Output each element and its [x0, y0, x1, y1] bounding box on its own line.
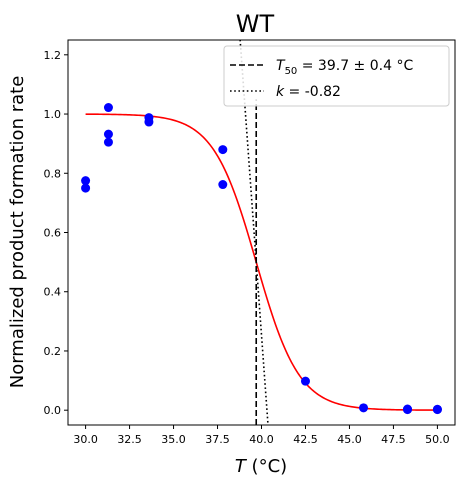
legend-t50-var: T — [276, 58, 286, 74]
x-tick-label: 40.0 — [249, 433, 274, 446]
y-tick-label: 1.0 — [44, 108, 62, 121]
data-point — [103, 129, 113, 139]
data-point — [218, 180, 228, 190]
legend-label-k: k = -0.82 — [276, 84, 341, 100]
data-point — [359, 403, 369, 413]
x-tick-label: 42.5 — [293, 433, 318, 446]
chart-title: WT — [236, 10, 275, 38]
x-tick-label: 37.5 — [205, 433, 230, 446]
legend-t50-sub: 50 — [285, 66, 298, 77]
x-axis-label-var: T — [235, 456, 248, 477]
y-tick-label: 1.2 — [44, 49, 62, 62]
data-point — [81, 183, 91, 193]
data-point — [300, 376, 310, 386]
x-axis-label-unit: (°C) — [246, 456, 287, 477]
fit-curve — [85, 113, 438, 411]
x-tick-label: 32.5 — [117, 433, 142, 446]
data-point — [81, 176, 91, 186]
data-point — [144, 117, 154, 127]
data-point — [103, 103, 113, 113]
data-point — [432, 405, 442, 415]
x-tick-label: 45.0 — [337, 433, 362, 446]
y-tick-label: 0.2 — [44, 345, 62, 358]
y-axis: 0.0 0.2 0.4 0.6 0.8 1.0 1.2 — [44, 49, 68, 417]
legend-k-var: k — [276, 84, 285, 100]
y-axis-label: Normalized product formation rate — [7, 76, 28, 389]
x-axis-label: T (°C) — [235, 456, 287, 477]
legend-k-value: = -0.82 — [284, 84, 341, 100]
legend-label-t50: T50 = 39.7 ± 0.4 °C — [276, 58, 413, 77]
x-tick-label: 35.0 — [161, 433, 186, 446]
data-point — [103, 137, 113, 147]
x-axis: 30.0 32.5 35.0 37.5 40.0 42.5 45.0 47.5 50.0 — [73, 425, 450, 446]
y-tick-label: 0.6 — [44, 227, 62, 240]
legend-box — [223, 45, 450, 107]
legend: T50 = 39.7 ± 0.4 °C k = -0.82 — [223, 45, 450, 107]
data-point — [403, 405, 413, 415]
y-tick-label: 0.4 — [44, 286, 62, 299]
slope-line — [239, 40, 269, 425]
x-tick-label: 30.0 — [73, 433, 98, 446]
x-tick-label: 47.5 — [381, 433, 406, 446]
data-point — [218, 145, 228, 155]
plot-area — [81, 40, 442, 425]
y-tick-label: 0.8 — [44, 167, 62, 180]
legend-t50-value: = 39.7 ± 0.4 °C — [297, 58, 413, 74]
x-tick-label: 50.0 — [425, 433, 450, 446]
y-tick-label: 0.0 — [44, 404, 62, 417]
